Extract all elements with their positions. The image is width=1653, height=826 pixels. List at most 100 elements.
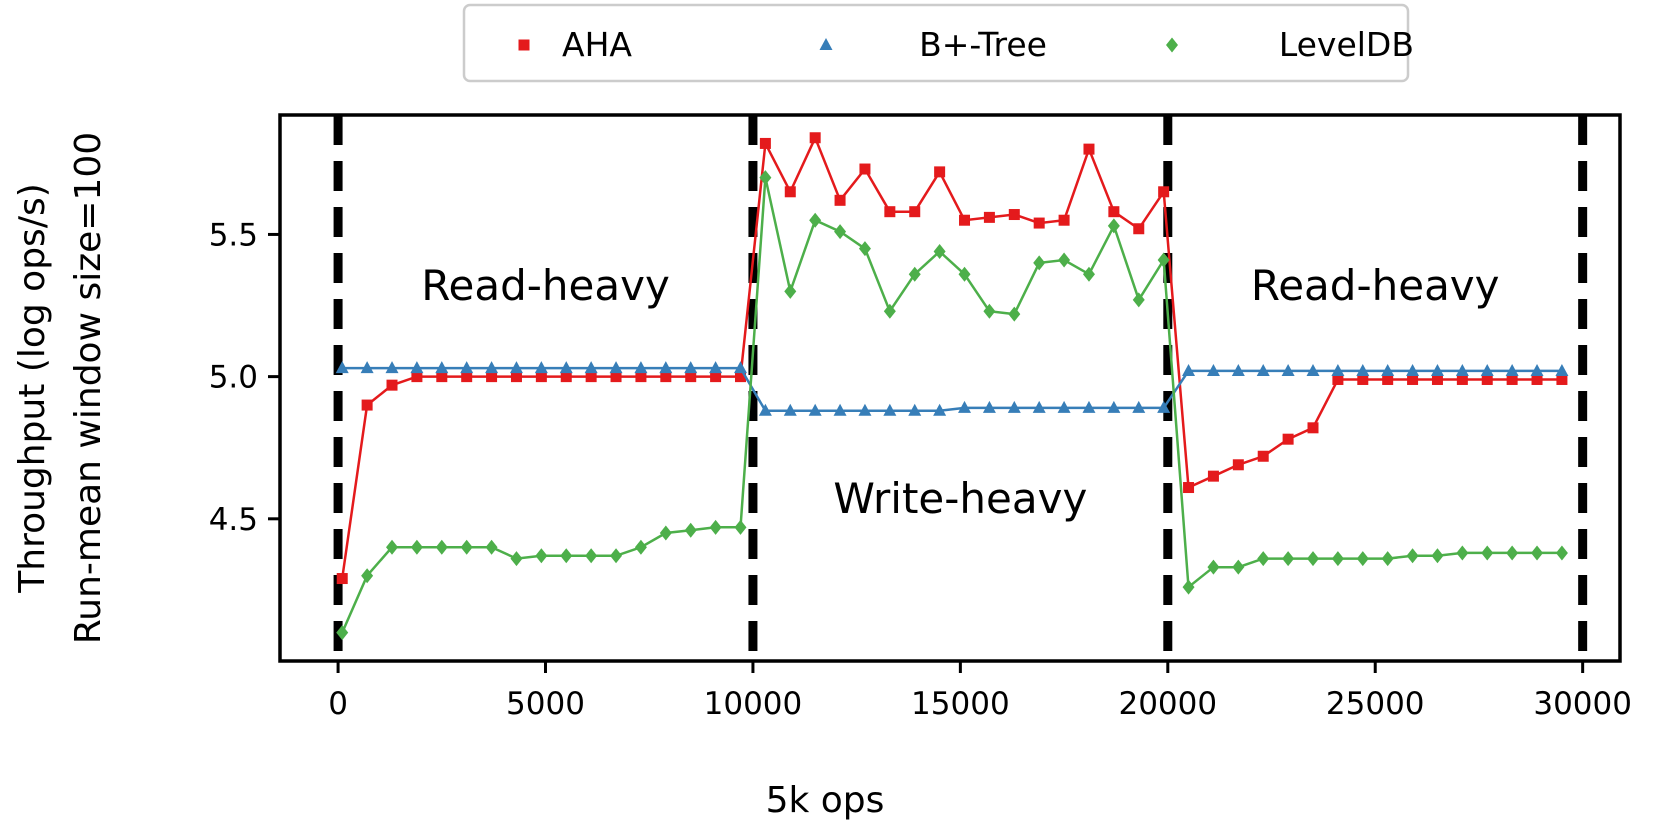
data-point-leveldb (1207, 559, 1220, 575)
data-point-leveldb (410, 539, 423, 555)
data-point-leveldb (784, 283, 797, 299)
data-point-aha (1232, 459, 1244, 471)
data-point-b-tree (385, 361, 399, 374)
data-point-b-tree (858, 403, 872, 416)
data-point-aha (1481, 373, 1493, 385)
data-point-leveldb (834, 224, 847, 240)
data-point-b-tree (933, 403, 947, 416)
data-point-aha (1058, 214, 1070, 226)
x-tick-label: 30000 (1533, 686, 1632, 722)
data-point-leveldb (908, 266, 921, 282)
legend-marker-aha (518, 39, 530, 51)
data-point-leveldb (734, 519, 747, 535)
data-point-leveldb (435, 539, 448, 555)
data-point-aha (436, 371, 448, 383)
data-point-aha (1158, 186, 1170, 198)
data-point-b-tree (1356, 363, 1370, 376)
data-point-aha (1133, 223, 1145, 235)
data-point-b-tree (634, 361, 648, 374)
data-point-b-tree (1455, 363, 1469, 376)
data-point-b-tree (1206, 363, 1220, 376)
data-point-b-tree (1032, 400, 1046, 413)
data-point-b-tree (783, 403, 797, 416)
data-point-leveldb (585, 548, 598, 564)
data-point-leveldb (1506, 545, 1519, 561)
x-tick-label: 20000 (1118, 686, 1217, 722)
data-point-aha (1456, 373, 1468, 385)
series-line-leveldb (341, 177, 1562, 634)
phase-annotation: Read-heavy (1251, 261, 1500, 310)
legend-label-aha: AHA (562, 25, 632, 64)
data-point-b-tree (758, 403, 772, 416)
x-tick-label: 15000 (911, 686, 1010, 722)
data-point-b-tree (659, 361, 673, 374)
data-point-aha (983, 211, 995, 223)
data-point-b-tree (684, 361, 698, 374)
x-axis-label: 5k ops (766, 780, 885, 821)
data-point-b-tree (1306, 363, 1320, 376)
data-point-leveldb (510, 551, 523, 567)
data-point-aha (685, 371, 697, 383)
data-point-aha (1033, 217, 1045, 229)
data-point-leveldb (1033, 255, 1046, 271)
data-point-b-tree (1281, 363, 1295, 376)
data-point-leveldb (1431, 548, 1444, 564)
data-point-leveldb (858, 241, 871, 257)
data-point-leveldb (759, 170, 772, 186)
data-point-leveldb (485, 539, 498, 555)
y-tick-label: 5.0 (209, 360, 258, 396)
data-point-leveldb (1232, 559, 1245, 575)
data-point-leveldb (1107, 218, 1120, 234)
y-axis-label-line-2: Run-mean window size=100 (68, 132, 109, 644)
y-axis-label-line-1: Throughput (log ops/s) (12, 183, 53, 593)
legend-marker-leveldb (1166, 37, 1178, 53)
data-point-b-tree (534, 361, 548, 374)
data-point-aha (1506, 373, 1518, 385)
data-point-leveldb (1406, 548, 1419, 564)
data-point-leveldb (1157, 252, 1170, 268)
data-point-leveldb (1182, 579, 1195, 595)
legend-label-leveldb: LevelDB (1279, 25, 1414, 64)
data-point-b-tree (1381, 363, 1395, 376)
data-point-aha (959, 214, 971, 226)
data-point-b-tree (1007, 400, 1021, 413)
data-point-aha (560, 371, 572, 383)
data-point-aha (535, 371, 547, 383)
data-point-b-tree (609, 361, 623, 374)
data-point-aha (1556, 373, 1568, 385)
data-point-b-tree (908, 403, 922, 416)
data-point-aha (386, 379, 398, 391)
data-point-b-tree (360, 361, 374, 374)
data-point-b-tree (1157, 400, 1171, 413)
data-point-leveldb (1456, 545, 1469, 561)
data-point-b-tree (1530, 363, 1544, 376)
data-point-leveldb (560, 548, 573, 564)
data-point-aha (834, 194, 846, 206)
data-point-aha (759, 137, 771, 149)
data-point-leveldb (535, 548, 548, 564)
x-tick-label: 5000 (506, 686, 585, 722)
data-point-leveldb (1356, 551, 1369, 567)
data-point-aha (635, 371, 647, 383)
axes: 0 5000 10000 15000 20000 25000 30000 4.5 5.0 5.5 (209, 217, 1632, 722)
data-point-leveldb (1555, 545, 1568, 561)
data-point-aha (1008, 209, 1020, 221)
data-point-b-tree (1331, 363, 1345, 376)
data-point-b-tree (1480, 363, 1494, 376)
data-point-leveldb (1008, 306, 1021, 322)
data-point-leveldb (659, 525, 672, 541)
legend-marker-b-tree (819, 38, 833, 50)
x-tick-label: 0 (328, 686, 348, 722)
data-point-aha (1257, 450, 1269, 462)
data-point-b-tree (733, 361, 747, 374)
data-point-b-tree (1505, 363, 1519, 376)
data-point-aha (336, 573, 348, 585)
x-tick-label: 25000 (1326, 686, 1425, 722)
data-point-aha (809, 132, 821, 144)
legend-frame (462, 3, 1410, 83)
data-point-aha (909, 206, 921, 218)
data-point-aha (1382, 373, 1394, 385)
data-point-aha (1531, 373, 1543, 385)
data-point-b-tree (1182, 363, 1196, 376)
data-point-aha (585, 371, 597, 383)
